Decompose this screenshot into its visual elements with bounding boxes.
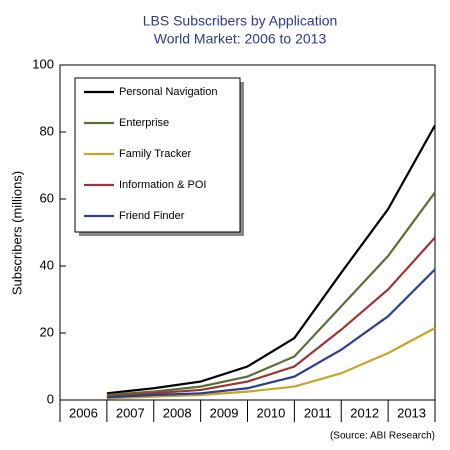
x-tick-label: 2013 [397,405,426,420]
x-tick-label: 2011 [304,405,332,420]
y-axis-label: Subscribers (millions) [9,171,24,295]
x-tick-label: 2008 [163,405,192,420]
legend-label: Personal Navigation [119,86,217,98]
chart-subtitle: World Market: 2006 to 2013 [154,31,327,47]
x-tick-label: 2006 [69,405,98,420]
series-line [106,191,436,397]
chart-title: LBS Subscribers by Application [143,13,338,29]
y-tick-label: 40 [40,257,54,272]
legend-label: Family Tracker [119,148,191,160]
x-tick-label: 2010 [256,405,285,420]
y-tick-label: 80 [40,123,54,138]
legend: Personal Navigation Enterprise Family Trac… [74,77,244,236]
source-note: (Source: ABI Research) [330,431,435,442]
series-line [106,268,436,399]
y-tick-label: 100 [32,56,54,71]
legend-label: Enterprise [119,117,169,129]
x-tick-label: 2009 [210,405,239,420]
series-line [106,327,436,400]
series-line [106,124,436,395]
y-tick-label: 0 [47,391,54,406]
series-line [106,236,436,398]
y-tick-label: 20 [40,324,54,339]
legend-label: Information & POI [119,179,206,191]
legend-label: Friend Finder [119,210,185,222]
y-tick-label: 60 [40,190,54,205]
x-tick-label: 2012 [350,405,379,420]
x-tick-label: 2007 [116,405,145,420]
